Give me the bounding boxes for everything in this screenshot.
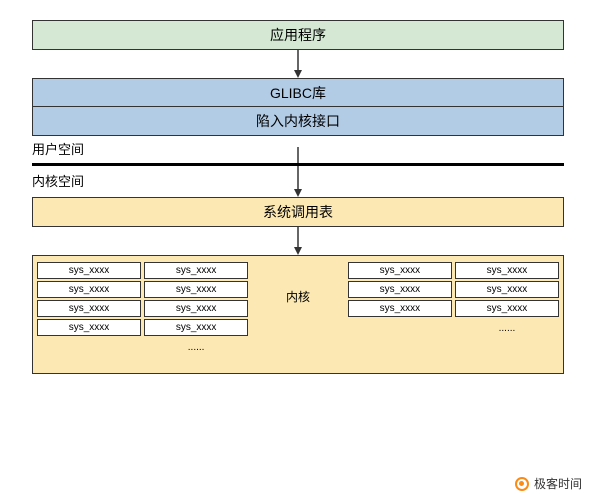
app-layer-box: 应用程序 <box>32 20 564 50</box>
syscall-cell: sys_xxxx <box>37 281 141 298</box>
brand-text: 极客时间 <box>534 475 582 492</box>
syscall-cell: sys_xxxx <box>144 262 248 279</box>
syscall-cell: sys_xxxx <box>348 300 452 317</box>
kernel-container-box: sys_xxxxsys_xxxxsys_xxxxsys_xxxx sys_xxx… <box>32 255 564 374</box>
ellipsis-label: ...... <box>455 319 559 338</box>
kernel-center-label-col: 内核 <box>251 262 345 357</box>
syscall-cell: sys_xxxx <box>144 300 248 317</box>
kernel-right-col-1: sys_xxxx sys_xxxx sys_xxxx <box>348 262 452 357</box>
brand-logo-icon <box>515 477 529 491</box>
syscall-table-box: 系统调用表 <box>32 197 564 227</box>
kernelspace-label: 内核空间 <box>32 168 564 193</box>
syscall-cell: sys_xxxx <box>455 262 559 279</box>
syscall-cell: sys_xxxx <box>37 262 141 279</box>
kernel-center-label: 内核 <box>286 288 310 305</box>
syscall-cell: sys_xxxx <box>144 319 248 336</box>
glibc-layer-group: GLIBC库 陷入内核接口 <box>32 78 564 136</box>
syscall-cell: sys_xxxx <box>37 300 141 317</box>
syscall-cell: sys_xxxx <box>455 300 559 317</box>
ellipsis-label: ...... <box>144 338 248 357</box>
glibc-library-box: GLIBC库 <box>33 79 563 107</box>
kernel-right-col-2: sys_xxxx sys_xxxx sys_xxxx...... <box>455 262 559 357</box>
userspace-label: 用户空间 <box>32 136 564 161</box>
brand-watermark: 极客时间 <box>515 475 582 492</box>
syscall-cell: sys_xxxx <box>455 281 559 298</box>
kernel-left-col-2: sys_xxxx sys_xxxx sys_xxxx sys_xxxx...... <box>144 262 248 357</box>
syscall-cell: sys_xxxx <box>144 281 248 298</box>
kernel-left-col-1: sys_xxxx sys_xxxx sys_xxxx sys_xxxx <box>37 262 141 357</box>
arrow-syscall-to-kernel <box>32 227 564 255</box>
arrow-app-to-glibc <box>32 50 564 78</box>
syscall-cell: sys_xxxx <box>348 262 452 279</box>
syscall-cell: sys_xxxx <box>37 319 141 336</box>
trap-kernel-interface-box: 陷入内核接口 <box>33 107 563 135</box>
syscall-cell: sys_xxxx <box>348 281 452 298</box>
userspace-kernel-divider <box>32 163 564 166</box>
